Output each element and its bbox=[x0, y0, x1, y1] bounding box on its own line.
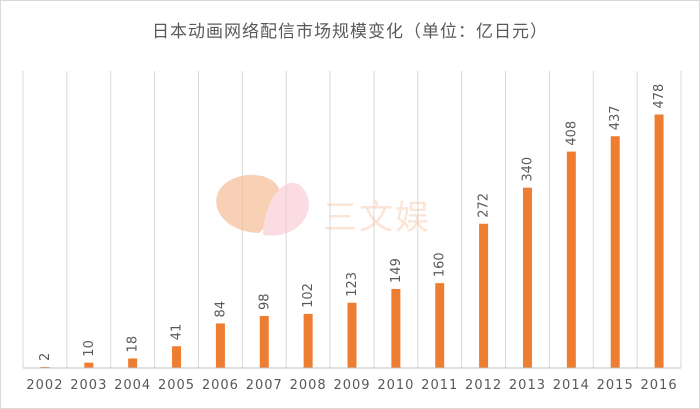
value-labels: 2 10 18 41 84 98 102 123 149 160 272 340 408 437 478 bbox=[38, 84, 667, 361]
watermark-petal-left bbox=[216, 174, 281, 233]
bar-2006 bbox=[215, 323, 225, 368]
x-tick-label-2005: 2005 bbox=[158, 378, 195, 393]
x-tick-label-2013: 2013 bbox=[509, 378, 546, 393]
x-tick-label-2008: 2008 bbox=[290, 378, 327, 393]
x-tick-label-2014: 2014 bbox=[553, 378, 590, 393]
x-tick-label-2011: 2011 bbox=[421, 378, 458, 393]
watermark-logo: 三文娱 bbox=[216, 174, 431, 238]
x-tick-label-2015: 2015 bbox=[597, 378, 634, 393]
x-tick-label-2007: 2007 bbox=[246, 378, 283, 393]
chart-title: 日本动画网络配信市场规模变化（单位：亿日元） bbox=[152, 22, 548, 42]
value-label-2008: 102 bbox=[301, 283, 316, 308]
x-tick-label-2002: 2002 bbox=[26, 378, 63, 393]
bar-2005 bbox=[172, 346, 182, 368]
value-label-2016: 478 bbox=[652, 84, 667, 109]
value-label-2006: 84 bbox=[213, 301, 228, 318]
x-tick-label-2003: 2003 bbox=[70, 378, 107, 393]
bars bbox=[40, 114, 664, 368]
value-label-2010: 149 bbox=[389, 258, 404, 283]
value-label-2002: 2 bbox=[38, 353, 53, 361]
bar-2016 bbox=[654, 114, 664, 368]
value-label-2014: 408 bbox=[564, 121, 579, 146]
watermark-petal-right bbox=[263, 182, 309, 236]
value-label-2013: 340 bbox=[520, 157, 535, 182]
x-tick-label-2012: 2012 bbox=[465, 378, 502, 393]
x-tick-label-2010: 2010 bbox=[377, 378, 414, 393]
watermark-text: 三文娱 bbox=[323, 198, 431, 238]
value-label-2007: 98 bbox=[257, 293, 272, 310]
bar-2007 bbox=[259, 316, 269, 368]
x-tick-label-2004: 2004 bbox=[114, 378, 151, 393]
value-label-2009: 123 bbox=[345, 272, 360, 297]
bar-2003 bbox=[84, 362, 94, 368]
value-label-2004: 18 bbox=[126, 336, 141, 353]
value-label-2012: 272 bbox=[477, 193, 492, 218]
bar-2013 bbox=[522, 187, 532, 368]
value-label-2005: 41 bbox=[170, 324, 185, 341]
gridlines bbox=[22, 71, 682, 368]
value-label-2003: 10 bbox=[82, 340, 97, 357]
bar-2011 bbox=[435, 283, 445, 368]
x-tick-labels: 2002 2003 2004 2005 2006 2007 2008 2009 2010 2011… bbox=[26, 378, 678, 393]
bar-2014 bbox=[566, 151, 576, 368]
bar-2002 bbox=[40, 366, 50, 368]
value-label-2011: 160 bbox=[433, 252, 448, 277]
bar-2015 bbox=[610, 136, 620, 368]
bar-2010 bbox=[391, 288, 401, 368]
x-tick-label-2006: 2006 bbox=[202, 378, 239, 393]
x-tick-label-2016: 2016 bbox=[641, 378, 678, 393]
bar-2012 bbox=[479, 223, 489, 368]
bar-2008 bbox=[303, 313, 313, 368]
x-tick-label-2009: 2009 bbox=[333, 378, 370, 393]
bar-2009 bbox=[347, 302, 357, 368]
bar-2004 bbox=[128, 358, 138, 368]
value-label-2015: 437 bbox=[608, 105, 623, 130]
